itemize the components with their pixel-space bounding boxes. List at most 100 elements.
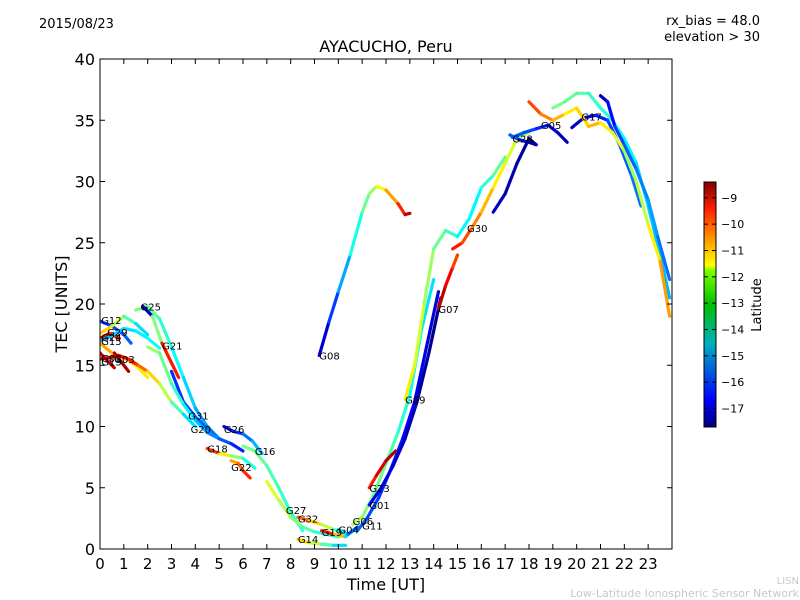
y-tick-label: 25: [75, 234, 95, 253]
series-segment: [432, 228, 448, 251]
series-segment: [391, 437, 407, 468]
series-segment: [575, 106, 591, 128]
series-segment: [141, 304, 155, 318]
series-segment: [265, 480, 281, 502]
series-segment: [582, 113, 598, 120]
series-segment: [277, 486, 293, 514]
series-segment: [365, 495, 381, 520]
x-tick-label: 21: [591, 555, 610, 573]
series-segment: [598, 106, 615, 122]
series-segment: [467, 186, 483, 220]
series-segment: [522, 127, 538, 135]
x-tick-label: 4: [191, 555, 201, 573]
series-segment: [606, 100, 617, 128]
x-tick-label: 6: [238, 555, 248, 573]
satellite-label-G29: G29: [107, 328, 127, 339]
colorbar-gradient: [703, 181, 717, 428]
series-segment: [570, 116, 586, 130]
series-segment: [122, 363, 131, 373]
series-segment: [403, 211, 412, 217]
series-segment: [491, 161, 507, 190]
series-segment: [222, 424, 236, 433]
series-G35: [598, 94, 672, 282]
x-tick-label: 0: [95, 555, 105, 573]
series-segment: [327, 290, 340, 324]
series-segment: [384, 449, 398, 463]
series-segment: [384, 188, 400, 206]
rx-bias-label: rx_bias = 48.0: [666, 14, 760, 29]
chart-title: AYACUCHO, Peru: [319, 37, 453, 56]
series-segment: [379, 464, 395, 490]
colorbar-tick-label: −16: [721, 376, 744, 389]
series-segment: [136, 363, 150, 373]
y-tick-label: 5: [85, 479, 95, 498]
series-segment: [613, 124, 626, 147]
satellite-label-G17: G17: [581, 113, 601, 124]
series-segment: [646, 222, 662, 263]
series-segment: [658, 259, 672, 318]
satellite-label-G05: G05: [541, 121, 561, 132]
x-tick-label: 2: [143, 555, 153, 573]
x-tick-label: 13: [400, 555, 419, 573]
series-segment: [100, 324, 114, 335]
series-segment: [241, 456, 257, 470]
x-tick-label: 15: [448, 555, 467, 573]
series-segment: [146, 336, 162, 350]
series-segment: [100, 331, 112, 340]
series-segment: [563, 106, 579, 116]
network-full-label: Low-Latitude Ionospheric Sensor Network: [570, 587, 799, 600]
series-segment: [150, 314, 164, 345]
network-short-label: LISN: [776, 576, 799, 587]
satellite-label-G03: G03: [114, 355, 134, 366]
series-segment: [289, 515, 305, 529]
series-segment: [122, 333, 133, 345]
series-segment: [146, 369, 162, 386]
satellite-label-G31: G31: [188, 411, 208, 422]
satellite-label-G14: G14: [298, 535, 318, 546]
series-segment: [336, 527, 350, 536]
series-segment: [355, 516, 369, 533]
satellite-label-G16: G16: [255, 447, 275, 458]
series-segment: [217, 451, 233, 458]
series-segment: [546, 123, 560, 135]
series-segment: [415, 351, 431, 404]
x-tick-label: 5: [214, 555, 224, 573]
series-segment: [443, 265, 455, 288]
series-segment: [401, 400, 417, 441]
series-G11: [355, 290, 441, 533]
series-G27: [265, 480, 340, 539]
series-segment: [308, 519, 324, 527]
series-segment: [413, 345, 429, 404]
series-segment: [229, 442, 245, 453]
series-segment: [169, 345, 186, 380]
series-segment: [241, 469, 252, 480]
series-segment: [110, 314, 126, 328]
satellite-label-G13: G13: [101, 358, 121, 369]
series-segment: [527, 100, 543, 116]
series-segment: [241, 432, 255, 443]
satellite-label-G02: G02: [101, 354, 121, 365]
colorbar-tick-label: −9: [721, 192, 737, 205]
axes-layer: 0 1 2 3 4 5 6 7 8 9 10 11 12 13 14 15 16 17 18 19 20 21 22 2305…: [75, 50, 672, 573]
series-G34: [527, 100, 672, 318]
series-segment: [634, 167, 650, 202]
series-segment: [181, 375, 197, 410]
x-tick-label: 17: [496, 555, 515, 573]
satellite-label-G09: G09: [405, 396, 425, 407]
series-G01: [367, 296, 443, 507]
series-segment: [181, 412, 197, 429]
series-segment: [443, 228, 460, 239]
series-G36: [491, 137, 538, 214]
satellite-label-G32: G32: [298, 514, 318, 525]
series-segment: [300, 525, 317, 534]
series-segment: [308, 541, 324, 546]
series-segment: [110, 326, 126, 338]
series-segment: [598, 121, 615, 135]
y-tick-label: 10: [75, 418, 95, 437]
satellite-label-G07: G07: [438, 305, 458, 316]
satellite-label-G26: G26: [224, 425, 244, 436]
series-segment: [169, 369, 186, 404]
series-segment: [296, 537, 312, 545]
series-segment: [317, 320, 331, 358]
colorbar-tick-label: −15: [721, 350, 744, 363]
